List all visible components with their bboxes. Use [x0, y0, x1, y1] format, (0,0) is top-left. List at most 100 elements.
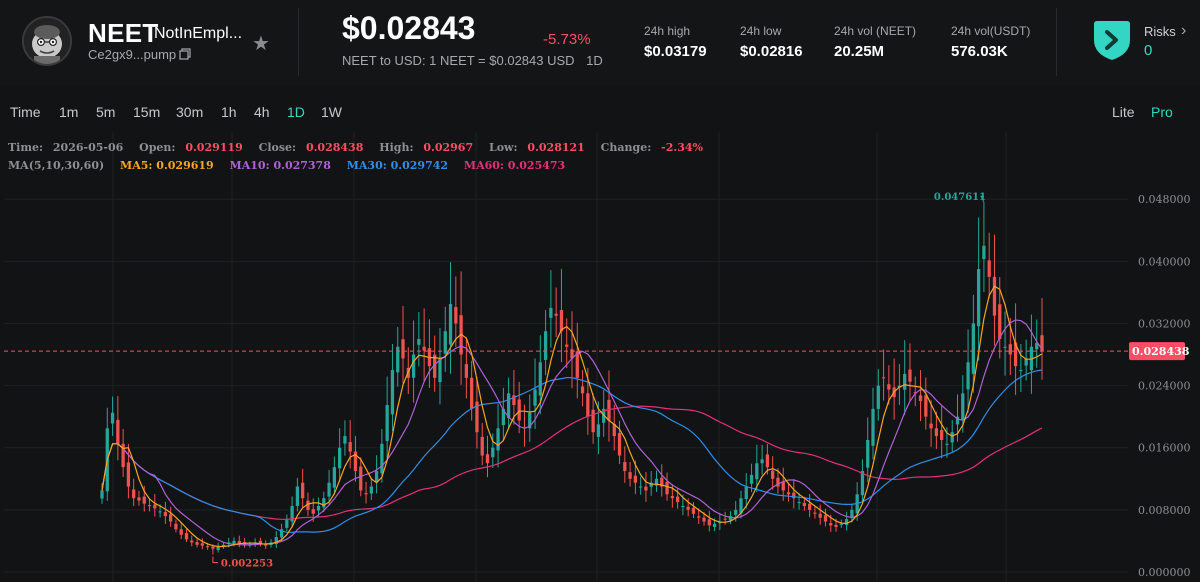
candle-body	[237, 540, 241, 544]
candle-body	[829, 523, 833, 526]
candle-body	[966, 362, 970, 390]
candle-body	[871, 408, 875, 446]
candle-body	[491, 447, 495, 458]
candle-body	[866, 439, 870, 468]
candle-body	[506, 393, 511, 418]
candle-body	[163, 512, 168, 517]
stat-24h-vol-usdt: 24h vol(USDT) 576.03K	[951, 24, 1030, 60]
candle-body	[448, 304, 453, 345]
chevron-right-icon[interactable]: ›	[1181, 22, 1187, 39]
shield-arrow-icon[interactable]	[1090, 18, 1134, 62]
candle-body	[205, 546, 210, 548]
y-axis-tick-label: 0.008000	[1138, 504, 1191, 517]
star-icon[interactable]: ★	[252, 33, 270, 55]
mode-lite[interactable]: Lite	[1112, 104, 1135, 120]
candle-body	[1019, 370, 1023, 372]
candle-body	[675, 496, 680, 503]
ohlc-high-label: High:	[379, 141, 414, 154]
candle-body	[887, 384, 891, 390]
candlestick-chart[interactable]: 0.048000 0.040000 0.032000 0.024000 0.016000…	[0, 132, 1200, 582]
candle-body	[987, 260, 991, 277]
min-marker-label: 0.002253	[221, 559, 273, 570]
candle-body	[216, 546, 220, 550]
candle-body	[438, 358, 442, 383]
tab-time[interactable]: Time	[10, 104, 41, 120]
ohlc-high: 0.02967	[423, 141, 474, 154]
candle-body	[644, 486, 648, 491]
pepe-avatar-icon	[22, 16, 72, 66]
candle-body	[454, 307, 458, 324]
candle-body	[369, 486, 373, 494]
candle-body	[290, 505, 294, 522]
candle-body	[116, 419, 120, 444]
candle-body	[174, 523, 178, 530]
candle-body	[137, 497, 141, 501]
candle-body	[628, 472, 632, 479]
candle-body	[723, 518, 727, 520]
candle-body	[739, 498, 743, 514]
candle-body	[728, 516, 733, 521]
candle-body	[184, 533, 189, 540]
tab-4h[interactable]: 4h	[254, 104, 270, 120]
candle-body	[169, 514, 173, 522]
token-info: NEET NotInEmpl... ★ Ce2gx9...pump	[22, 16, 282, 68]
candle-body	[232, 540, 236, 544]
candle-body	[359, 466, 363, 491]
candle-body	[755, 463, 759, 480]
header-divider	[1056, 8, 1057, 76]
ohlc-close: 0.028438	[305, 141, 364, 154]
candle-body	[258, 540, 263, 545]
conversion-text: NEET to USD: 1 NEET = $0.02843 USD	[342, 53, 575, 68]
candle-body	[691, 507, 696, 514]
y-axis-tick-label: 0.024000	[1138, 380, 1191, 393]
candle-body	[760, 459, 764, 464]
tab-30m[interactable]: 30m	[176, 104, 204, 120]
stat-label: 24h vol (NEET)	[834, 24, 917, 38]
candle-body	[1024, 358, 1028, 366]
mode-pro[interactable]: Pro	[1151, 104, 1173, 120]
candle-body	[976, 269, 981, 327]
candle-body	[808, 503, 812, 510]
candle-body	[433, 354, 437, 378]
stat-value: 576.03K	[951, 43, 1008, 60]
tab-1m[interactable]: 1m	[59, 104, 79, 120]
candle-body	[147, 505, 152, 507]
candle-body	[876, 385, 880, 409]
copy-icon[interactable]	[179, 48, 191, 60]
candle-body	[918, 395, 923, 402]
candle-body	[121, 443, 125, 468]
candle-body	[955, 416, 960, 425]
tab-1d[interactable]: 1D	[287, 104, 305, 120]
stat-24h-vol-token: 24h vol (NEET) 20.25M	[834, 24, 916, 60]
candle-body	[190, 540, 194, 543]
candle-body	[961, 393, 965, 421]
candle-body	[940, 430, 944, 440]
candle-body	[311, 509, 315, 514]
candle-body	[617, 433, 622, 456]
tab-15m[interactable]: 15m	[133, 104, 161, 120]
price-change: -5.73%	[543, 31, 591, 48]
candle-body	[982, 245, 986, 259]
stat-label: 24h vol(USDT)	[951, 24, 1031, 38]
candle-body	[528, 412, 532, 429]
candle-body	[792, 492, 796, 499]
ohlc-low: 0.028121	[527, 141, 585, 154]
stat-value: 20.25M	[834, 43, 885, 60]
candle-body	[839, 523, 843, 525]
tab-1w[interactable]: 1W	[321, 104, 342, 120]
candle-body	[100, 490, 104, 499]
ma30-line	[101, 369, 1043, 534]
candle-body	[390, 370, 395, 415]
candle-body	[538, 362, 542, 396]
candle-body	[697, 516, 701, 518]
candle-body	[771, 470, 775, 479]
candle-body	[401, 339, 405, 359]
candle-body	[285, 519, 289, 528]
candle-body	[860, 471, 865, 496]
tab-5m[interactable]: 5m	[96, 104, 116, 120]
candle-body	[881, 377, 886, 379]
candle-body	[512, 395, 516, 406]
candle-body	[316, 505, 321, 511]
tab-1h[interactable]: 1h	[221, 104, 237, 120]
candle-body	[844, 519, 849, 525]
